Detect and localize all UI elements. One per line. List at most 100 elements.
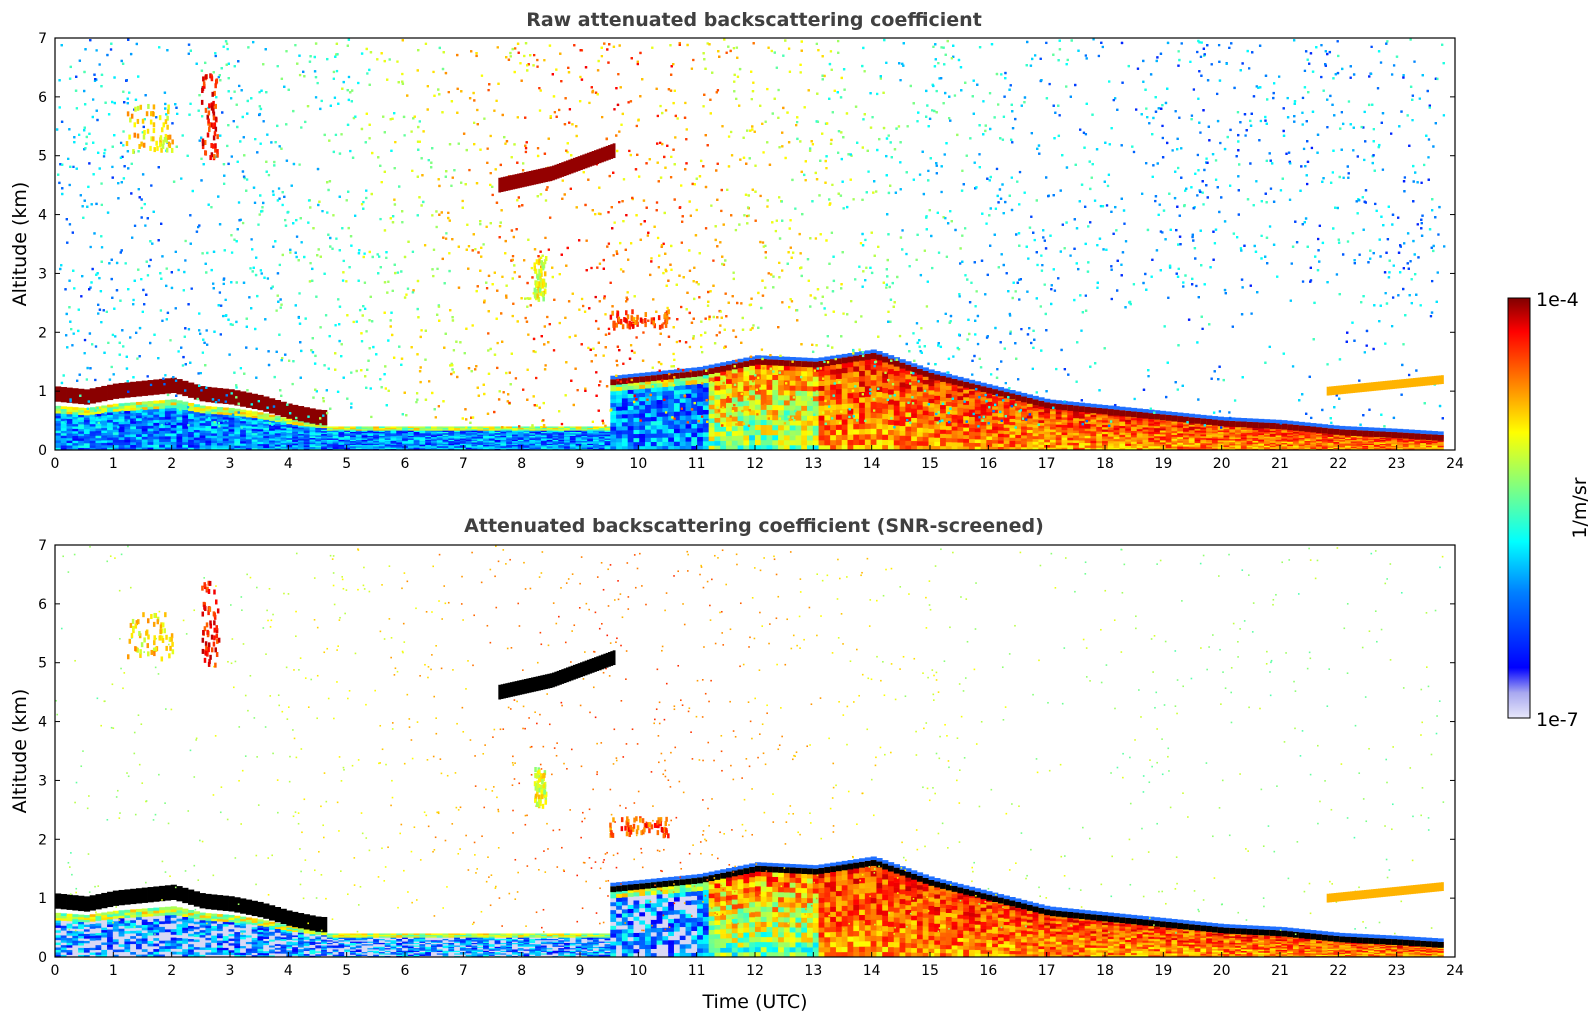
heatmap-cell	[859, 428, 866, 435]
layer-halo-cell	[627, 373, 634, 378]
heatmap-cell	[118, 447, 125, 451]
heatmap-cell	[847, 439, 854, 446]
heatmap-cell	[465, 443, 472, 446]
layer-top-cell	[841, 357, 848, 364]
heatmap-cell	[893, 415, 900, 421]
heatmap-cell	[922, 375, 929, 380]
heatmap-cell	[55, 425, 62, 429]
heatmap-cell	[795, 370, 802, 376]
heatmap-cell	[1194, 424, 1201, 428]
heatmap-cell	[1136, 447, 1143, 451]
heatmap-cell	[940, 380, 947, 385]
heatmap-cell	[679, 393, 686, 399]
heatmap-cell	[656, 387, 663, 392]
heatmap-cell	[818, 425, 825, 431]
heatmap-cell	[176, 433, 183, 437]
layer-halo-cell	[1038, 397, 1045, 401]
heatmap-cell	[1136, 426, 1143, 430]
heatmap-cell	[1044, 434, 1051, 438]
heatmap-cell	[621, 394, 629, 399]
heatmap-cell	[60, 408, 67, 412]
heatmap-cell	[188, 413, 195, 417]
heatmap-cell	[315, 442, 322, 445]
heatmap-cell	[1084, 416, 1091, 420]
heatmap-cell	[1200, 430, 1207, 433]
heatmap-cell	[783, 395, 791, 401]
heatmap-cell	[147, 436, 154, 440]
heatmap-cell	[477, 447, 484, 449]
heatmap-cell	[592, 442, 600, 444]
heatmap-cell	[963, 389, 970, 394]
heatmap-cell	[1044, 444, 1051, 448]
heatmap-cell	[535, 447, 542, 449]
heatmap-cell	[569, 439, 577, 442]
heatmap-cell	[101, 442, 108, 446]
heatmap-cell	[893, 430, 900, 436]
heatmap-cell	[500, 440, 507, 443]
heatmap-cell	[367, 435, 374, 438]
heatmap-cell	[552, 435, 559, 438]
heatmap-cell	[888, 399, 895, 405]
heatmap-cell	[812, 386, 819, 392]
heatmap-cell	[1217, 448, 1224, 451]
heatmap-cell	[245, 410, 253, 413]
heatmap-cell	[216, 442, 224, 446]
heatmap-cell	[251, 439, 258, 442]
heatmap-cell	[922, 445, 929, 451]
heatmap-cell	[407, 434, 415, 436]
heatmap-cell	[940, 417, 947, 422]
heatmap-cell	[859, 412, 866, 419]
heatmap-cell	[488, 444, 496, 447]
heatmap-cell	[778, 404, 785, 411]
heatmap-cell	[737, 386, 744, 392]
heatmap-cell	[691, 397, 698, 403]
heatmap-cell	[135, 447, 143, 451]
heatmap-cell	[864, 444, 872, 451]
layer-top-cell	[1229, 420, 1236, 427]
heatmap-cell	[396, 447, 403, 449]
heatmap-cell	[963, 434, 970, 439]
heatmap-cell	[610, 442, 617, 447]
heatmap-cell	[888, 444, 895, 451]
heatmap-cell	[101, 447, 108, 451]
heatmap-cell	[546, 444, 553, 447]
heatmap-cell	[361, 444, 368, 447]
heatmap-cell	[350, 438, 357, 440]
heatmap-cell	[540, 438, 548, 440]
layer-halo-cell	[807, 357, 814, 362]
heatmap-cell	[130, 444, 137, 448]
heatmap-cell	[778, 379, 785, 386]
heatmap-cell	[205, 408, 212, 412]
heatmap-cell	[425, 443, 432, 446]
layer-halo-cell	[853, 352, 860, 356]
layer-halo-cell	[812, 358, 819, 362]
heatmap-cell	[240, 436, 247, 440]
heatmap-cell	[760, 394, 767, 400]
heatmap-cell	[1136, 435, 1143, 438]
heatmap-cell	[587, 436, 594, 439]
layer-top-cell	[1223, 420, 1230, 427]
heatmap-cell	[604, 432, 611, 435]
heatmap-cell	[483, 442, 490, 444]
heatmap-cell	[454, 436, 461, 439]
heatmap-cell	[876, 391, 883, 398]
heatmap-cell	[511, 427, 519, 430]
heatmap-cell	[870, 433, 877, 440]
heatmap-cell	[1078, 445, 1086, 448]
heatmap-cell	[540, 427, 548, 430]
heatmap-cell	[1015, 446, 1022, 451]
heatmap-cell	[720, 440, 727, 446]
heatmap-cell	[153, 425, 160, 429]
heatmap-cell	[170, 430, 177, 434]
heatmap-cell	[957, 426, 964, 431]
layer-top-cell	[708, 368, 715, 375]
heatmap-cell	[812, 445, 819, 451]
heatmap-cell	[639, 421, 646, 426]
heatmap-cell	[367, 439, 374, 442]
heatmap-cell	[1183, 442, 1190, 445]
heatmap-cell	[506, 442, 513, 444]
cloud-top-cell	[303, 407, 310, 423]
heatmap-cell	[436, 429, 443, 431]
heatmap-cell	[1188, 439, 1195, 442]
heatmap-cell	[1026, 406, 1034, 410]
